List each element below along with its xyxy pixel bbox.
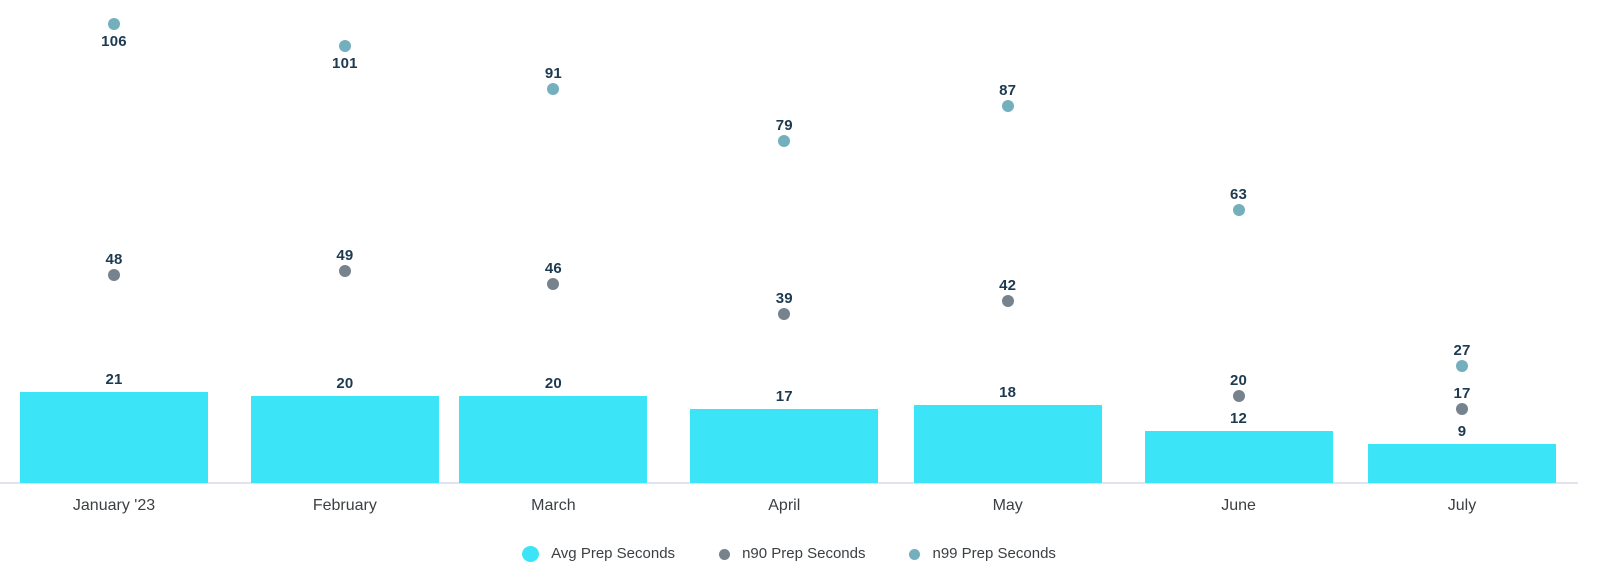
n99-prep-seconds-point[interactable] bbox=[1001, 100, 1014, 112]
x-axis-label: February bbox=[312, 497, 377, 514]
n99-prep-seconds-point[interactable] bbox=[1455, 360, 1468, 372]
n90-prep-seconds-point[interactable] bbox=[547, 278, 560, 290]
legend-item-n90-prep-seconds[interactable]: n90 Prep Seconds bbox=[719, 546, 865, 562]
n90-prep-seconds-value-label: 39 bbox=[775, 290, 793, 307]
bar-avg-prep-seconds[interactable] bbox=[250, 396, 439, 483]
avg-prep-seconds-value-label: 21 bbox=[105, 371, 123, 388]
avg-prep-seconds-value-label: 20 bbox=[336, 375, 354, 392]
bar-avg-prep-seconds[interactable] bbox=[20, 392, 208, 483]
n90-prep-seconds-value-label: 42 bbox=[999, 277, 1017, 294]
legend: Avg Prep Seconds n90 Prep Seconds n99 Pr… bbox=[0, 546, 1578, 562]
bar-avg-prep-seconds[interactable] bbox=[1367, 444, 1556, 483]
n90-prep-seconds-point[interactable] bbox=[778, 308, 791, 320]
n90-prep-seconds-point[interactable] bbox=[1232, 390, 1245, 402]
n99-prep-seconds-point[interactable] bbox=[547, 83, 560, 95]
n90-prep-seconds-swatch-icon bbox=[719, 548, 731, 560]
n90-prep-seconds-point[interactable] bbox=[1455, 403, 1468, 415]
x-axis-label: July bbox=[1447, 497, 1477, 514]
n99-prep-seconds-point[interactable] bbox=[338, 40, 351, 52]
avg-prep-seconds-value-label: 20 bbox=[544, 375, 562, 392]
x-axis-label: June bbox=[1221, 497, 1256, 514]
n99-prep-seconds-point[interactable] bbox=[1232, 204, 1245, 216]
n90-prep-seconds-value-label: 48 bbox=[105, 251, 123, 268]
n99-prep-seconds-swatch-icon bbox=[909, 548, 921, 560]
n99-prep-seconds-value-label: 87 bbox=[999, 82, 1017, 99]
x-axis-label: May bbox=[992, 497, 1023, 514]
n90-prep-seconds-value-label: 49 bbox=[336, 247, 354, 264]
avg-prep-seconds-value-label: 9 bbox=[1457, 423, 1467, 440]
n90-prep-seconds-value-label: 17 bbox=[1453, 385, 1471, 402]
avg-prep-seconds-value-label: 12 bbox=[1230, 410, 1248, 427]
n90-prep-seconds-point[interactable] bbox=[338, 265, 351, 277]
x-axis-line bbox=[0, 482, 1578, 484]
legend-label-avg-prep-seconds: Avg Prep Seconds bbox=[551, 545, 676, 562]
n99-prep-seconds-point[interactable] bbox=[778, 135, 791, 147]
n99-prep-seconds-value-label: 27 bbox=[1453, 342, 1471, 359]
x-axis-label: March bbox=[531, 497, 576, 514]
legend-label-n90-prep-seconds: n90 Prep Seconds bbox=[742, 545, 866, 562]
legend-item-n99-prep-seconds[interactable]: n99 Prep Seconds bbox=[909, 545, 1056, 562]
n90-prep-seconds-value-label: 20 bbox=[1230, 372, 1248, 389]
n99-prep-seconds-value-label: 101 bbox=[332, 55, 358, 72]
avg-prep-seconds-value-label: 17 bbox=[775, 388, 793, 405]
n99-prep-seconds-point[interactable] bbox=[108, 18, 120, 30]
x-axis-label: April bbox=[768, 497, 801, 514]
avg-prep-seconds-value-label: 18 bbox=[999, 384, 1017, 401]
n90-prep-seconds-point[interactable] bbox=[108, 269, 120, 281]
n99-prep-seconds-value-label: 91 bbox=[544, 65, 562, 82]
bar-avg-prep-seconds[interactable] bbox=[913, 405, 1102, 483]
n99-prep-seconds-value-label: 79 bbox=[775, 117, 793, 134]
n90-prep-seconds-value-label: 46 bbox=[544, 260, 562, 277]
avg-prep-seconds-swatch-icon bbox=[522, 546, 540, 562]
bar-avg-prep-seconds[interactable] bbox=[1144, 431, 1333, 483]
bar-avg-prep-seconds[interactable] bbox=[690, 409, 879, 483]
legend-item-avg-prep-seconds[interactable]: Avg Prep Seconds bbox=[522, 546, 675, 562]
n90-prep-seconds-point[interactable] bbox=[1001, 295, 1014, 307]
n99-prep-seconds-value-label: 63 bbox=[1230, 186, 1248, 203]
x-axis-label: January '23 bbox=[72, 497, 156, 514]
bar-avg-prep-seconds[interactable] bbox=[459, 396, 648, 483]
legend-label-n99-prep-seconds: n99 Prep Seconds bbox=[932, 545, 1056, 562]
n99-prep-seconds-value-label: 106 bbox=[101, 33, 127, 50]
